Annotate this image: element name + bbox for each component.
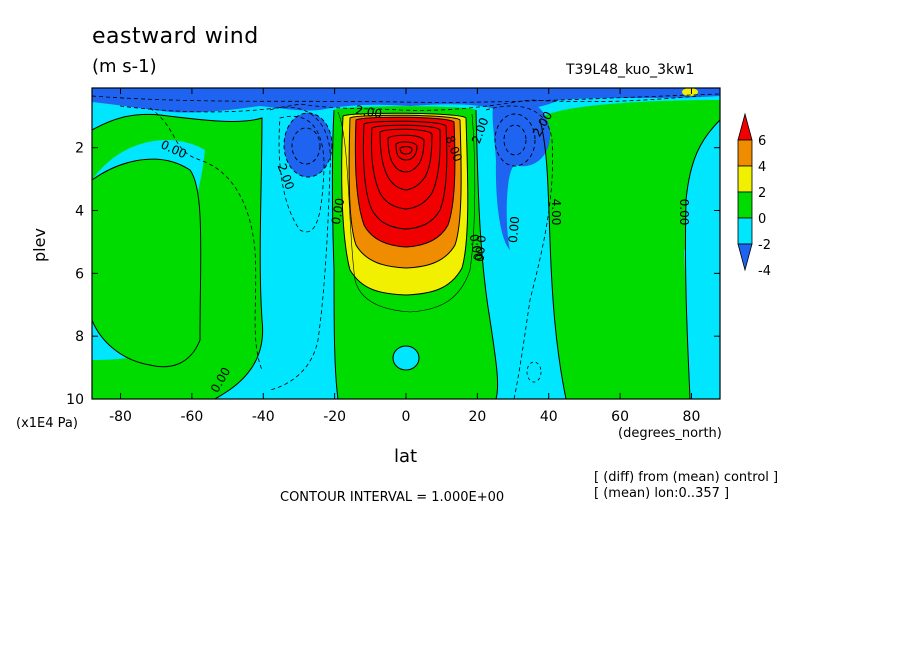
contour-zero-north [539, 119, 567, 399]
contour-label: 0.00 [677, 199, 691, 226]
contour-label: 2.00 [354, 103, 383, 121]
contour-lines [92, 93, 720, 399]
contour-pos-5 [371, 124, 441, 210]
y-tick-label: 4 [75, 204, 84, 220]
colorbar-swatch [737, 217, 753, 245]
fill-cyan-island [393, 346, 419, 370]
y-tick-label: 2 [75, 141, 84, 157]
contour-label: 0.00 [329, 197, 347, 226]
colorbar-label: -4 [758, 264, 771, 279]
colorbar-label: 4 [758, 160, 766, 175]
contour-zero-south [92, 113, 264, 399]
contour-neg-north-1 [494, 113, 536, 167]
colorbar-label: 2 [758, 186, 766, 201]
contour-pos-4 [362, 120, 448, 230]
fill-cyan-lower-right [684, 248, 720, 399]
diff-note: [ (diff) from (mean) control ] [594, 470, 779, 485]
y-tick-label: 8 [75, 329, 84, 345]
contour-pos-thin [337, 111, 476, 313]
colorbar-swatch [737, 139, 753, 167]
x-tick-label: -40 [252, 409, 275, 425]
contour-neg-north-3 [485, 105, 553, 399]
colorbar-label: 0 [758, 212, 766, 227]
filled-contours [92, 88, 720, 399]
colorbar: 6 4 2 0 -2 -4 [737, 112, 771, 279]
x-tick-label: -80 [109, 409, 132, 425]
chart-units: (m s-1) [92, 56, 157, 77]
fill-green-north [540, 100, 720, 399]
contour-pos-1 [341, 112, 469, 296]
y-axis: 2 4 6 8 10 [66, 141, 720, 408]
x-tick-label: 80 [683, 409, 701, 425]
contour-zero-central-left [332, 109, 339, 399]
x-tick-label: 60 [611, 409, 629, 425]
contour-pos-3 [354, 116, 456, 248]
colorbar-label: -2 [758, 238, 771, 253]
fill-red-jet [355, 117, 455, 247]
fill-green-south-left [92, 159, 201, 367]
contour-neg-south-1 [269, 106, 331, 391]
x-axis: -80 -60 -40 -20 0 20 40 60 80 [109, 88, 700, 425]
contour-neg-upper-2 [119, 95, 701, 113]
contour-pos-7 [387, 134, 425, 173]
contour-zero-central-right [475, 109, 499, 399]
contour-interval-label: CONTOUR INTERVAL = 1.000E+00 [280, 490, 505, 505]
contour-label: 0.00 [472, 234, 488, 262]
colorbar-top-arrow [737, 112, 753, 141]
contour-label: 0.00 [506, 216, 522, 244]
contour-pos-6 [379, 128, 433, 191]
x-tick-label: 20 [468, 409, 486, 425]
contour-zero-island [392, 345, 420, 371]
contour-zero-south-inner [92, 158, 202, 368]
y-axis-unit: (x1E4 Pa) [16, 416, 78, 431]
y-tick-label: 10 [66, 392, 84, 408]
x-tick-label: 40 [540, 409, 558, 425]
x-tick-label: -20 [323, 409, 346, 425]
contour-label: 4.00 [549, 199, 563, 226]
contour-pos-9 [399, 146, 413, 155]
colorbar-swatch [737, 191, 753, 219]
contour-neg-midlat-south [149, 107, 263, 371]
run-id-label: T39L48_kuo_3kw1 [566, 62, 695, 78]
contour-neg-north-2 [503, 124, 527, 156]
contour-neg-south-2 [278, 116, 325, 233]
contour-neg-small [526, 361, 542, 383]
contour-neg-south-4 [291, 127, 321, 165]
colorbar-bottom-arrow [737, 243, 753, 272]
contour-neg-south-3 [283, 112, 333, 178]
y-tick-label: 6 [75, 266, 84, 282]
x-tick-label: -60 [180, 409, 203, 425]
fill-blue-south-jet [284, 113, 332, 177]
fill-green-south [92, 114, 263, 399]
colorbar-label: 6 [758, 134, 766, 149]
contour-label: 0.00 [467, 233, 485, 262]
colorbar-swatch [737, 165, 753, 193]
contour-pos-2 [348, 114, 462, 269]
fill-yellow-patch [682, 88, 698, 96]
mean-note: [ (mean) lon:0..357 ] [594, 486, 730, 501]
x-tick-label: 0 [402, 409, 411, 425]
contour-pos-8 [395, 141, 418, 161]
chart-title: eastward wind [92, 24, 259, 49]
contour-neg-upper-1 [92, 93, 720, 103]
fill-blue-upper-band [92, 88, 720, 113]
contour-zero-north-right [684, 119, 720, 399]
fill-blue-north-jet [492, 98, 551, 250]
x-axis-title: lat [394, 446, 418, 467]
x-axis-unit: (degrees_north) [618, 426, 722, 441]
